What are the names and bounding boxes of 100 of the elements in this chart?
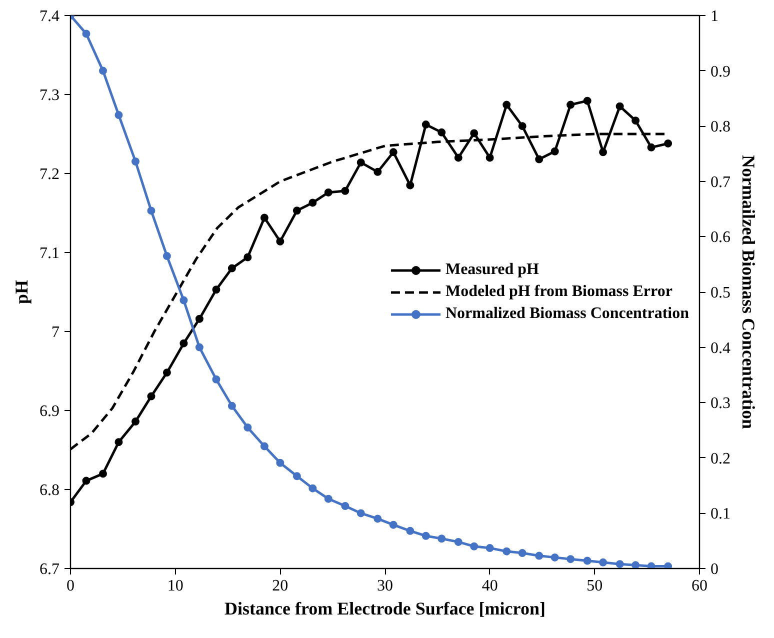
point — [550, 147, 559, 156]
point — [502, 547, 511, 556]
point — [276, 237, 284, 246]
x-tick-label: 30 — [377, 578, 393, 594]
point — [632, 561, 640, 568]
point — [518, 122, 526, 130]
point — [356, 509, 365, 518]
point — [502, 100, 511, 109]
point — [550, 553, 559, 562]
point — [664, 562, 672, 568]
point — [292, 472, 301, 480]
point — [374, 514, 382, 523]
point — [131, 158, 140, 166]
point — [647, 562, 656, 568]
x-tick-label: 0 — [66, 578, 74, 594]
legend-label: Measured pH — [445, 260, 539, 278]
point — [422, 120, 430, 129]
point — [244, 423, 252, 432]
point — [406, 526, 414, 535]
point — [486, 154, 494, 162]
point — [228, 402, 236, 410]
point — [616, 560, 624, 568]
point — [486, 544, 494, 552]
point — [535, 155, 544, 164]
point — [131, 418, 140, 426]
point — [356, 158, 365, 166]
point — [406, 181, 414, 190]
point — [114, 438, 123, 446]
y2-axis-title: Normailzed Biomass Concentration — [738, 155, 758, 429]
point — [374, 168, 382, 176]
point — [212, 286, 220, 294]
y2-tick-label: 0.5 — [710, 284, 730, 302]
point — [566, 100, 575, 109]
y2-tick-label: 0.8 — [710, 118, 730, 136]
point — [454, 538, 462, 546]
y2-tick-label: 0.3 — [710, 395, 730, 412]
point — [616, 102, 624, 110]
point — [260, 442, 268, 450]
y-axis-title: pH — [12, 280, 32, 304]
point — [647, 143, 656, 152]
x-tick-label: 50 — [586, 578, 603, 594]
x-tick-label: 10 — [167, 578, 184, 594]
point — [438, 534, 446, 543]
y-tick-label: 7.2 — [40, 166, 60, 183]
y-tick-label: 6.9 — [40, 403, 60, 420]
point — [195, 314, 204, 323]
y-tick-label: 6.7 — [40, 561, 60, 578]
point — [260, 214, 268, 222]
x-tick-label: 60 — [692, 578, 708, 594]
y2-tick-label: 1 — [710, 8, 718, 25]
point — [583, 556, 592, 565]
point — [599, 148, 608, 156]
point — [518, 549, 526, 558]
y2-tick-label: 0.7 — [710, 174, 730, 191]
y-tick-label: 7.4 — [40, 8, 60, 25]
y2-tick-label: 0.2 — [710, 450, 730, 468]
x-axis-title: Distance from Electrode Surface [micron] — [224, 598, 546, 618]
y-tick-label: 6.8 — [40, 482, 60, 499]
y2-tick-label: 0.6 — [710, 229, 730, 246]
x-tick-label: 20 — [272, 578, 288, 594]
x-tick-label: 40 — [482, 578, 498, 594]
point — [324, 494, 332, 503]
point — [324, 188, 332, 196]
point — [422, 532, 430, 540]
point — [180, 296, 188, 304]
point — [583, 96, 592, 105]
y2-tick-label: 0 — [710, 561, 718, 578]
point — [276, 458, 284, 467]
point — [114, 111, 123, 120]
point — [454, 154, 462, 162]
point — [99, 470, 107, 478]
legend-label: Normalized Biomass Concentration — [445, 304, 689, 322]
point — [341, 186, 350, 195]
point — [244, 253, 252, 262]
point — [162, 252, 171, 260]
legend-label: Modeled pH from Biomass Error — [445, 282, 672, 300]
point — [180, 339, 188, 348]
y-tick-label: 7 — [52, 324, 60, 341]
point — [195, 343, 204, 352]
point — [664, 139, 672, 148]
point — [228, 264, 236, 272]
y2-tick-label: 0.1 — [710, 506, 730, 523]
point — [470, 542, 478, 550]
y-tick-label: 7.1 — [40, 245, 60, 262]
point — [82, 30, 90, 38]
point — [292, 206, 301, 215]
point — [147, 206, 156, 215]
point — [341, 502, 350, 510]
point — [632, 116, 640, 125]
point — [162, 368, 171, 377]
point — [308, 484, 317, 492]
point — [82, 476, 90, 485]
point — [599, 558, 608, 566]
point — [389, 148, 398, 156]
point — [389, 520, 398, 529]
point — [470, 129, 478, 138]
point — [566, 555, 575, 564]
point — [212, 375, 220, 384]
y2-tick-label: 0.4 — [710, 340, 730, 357]
point — [438, 128, 446, 136]
